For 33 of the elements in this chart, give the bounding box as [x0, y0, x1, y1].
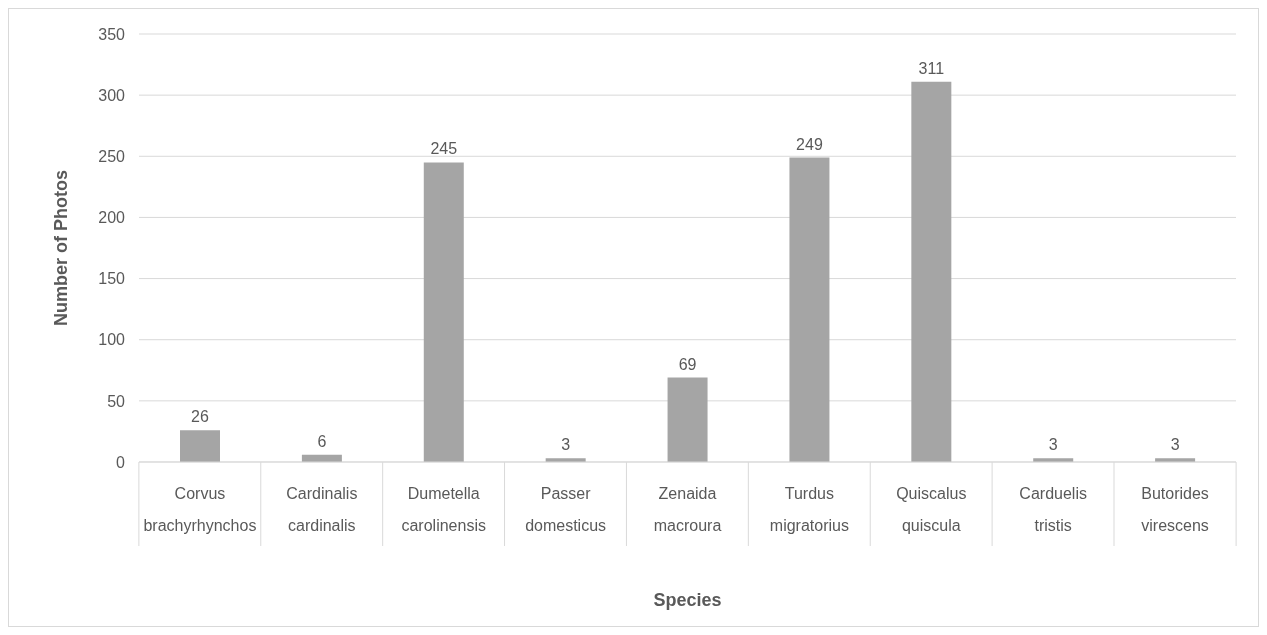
- data-label: 26: [191, 408, 209, 426]
- y-tick-label: 150: [98, 270, 126, 288]
- data-label: 245: [430, 140, 458, 158]
- x-tick-label: Turdus migratorius: [769, 485, 849, 534]
- y-tick-label: 200: [98, 209, 126, 227]
- x-tick-label: Butorides virescens: [1141, 485, 1209, 534]
- data-label: 249: [796, 135, 823, 153]
- x-tick-label: Passer domesticus: [525, 485, 607, 534]
- data-label: 311: [918, 59, 945, 77]
- x-tick-label: Zenaida macroura: [653, 485, 722, 534]
- bar: [911, 81, 952, 462]
- bar: [667, 377, 708, 462]
- bar: [180, 430, 220, 462]
- bar: [423, 162, 464, 462]
- data-label: 6: [317, 432, 327, 450]
- data-label: 3: [1170, 436, 1180, 454]
- x-axis-title: Species: [653, 590, 722, 610]
- data-label: 3: [561, 436, 571, 454]
- x-tick-label: Quiscalus quiscula: [896, 485, 967, 534]
- x-tick-label: Corvus brachyrhynchos: [143, 485, 257, 534]
- x-tick-label: Dumetella carolinensis: [401, 485, 486, 534]
- x-tick-label: Cardinalis cardinalis: [286, 485, 358, 534]
- y-axis-title: Number of Photos: [51, 170, 72, 326]
- y-tick-label: 100: [98, 331, 126, 349]
- y-tick-label: 250: [98, 147, 126, 165]
- y-tick-label: 300: [98, 86, 126, 104]
- y-tick-label: 0: [116, 453, 126, 471]
- x-tick-label: Carduelis tristis: [1019, 485, 1087, 534]
- y-tick-label: 50: [107, 392, 126, 410]
- data-label: 69: [678, 355, 697, 373]
- bar: [789, 157, 830, 462]
- data-label: 3: [1048, 436, 1058, 454]
- y-tick-label: 350: [98, 25, 126, 43]
